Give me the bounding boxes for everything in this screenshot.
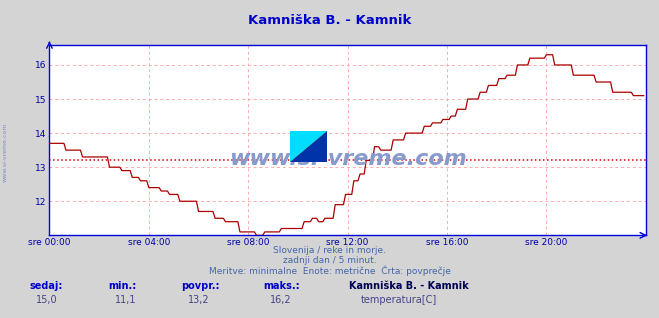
Text: 11,1: 11,1 bbox=[115, 295, 137, 305]
Text: 13,2: 13,2 bbox=[188, 295, 210, 305]
Text: Kamniška B. - Kamnik: Kamniška B. - Kamnik bbox=[248, 14, 411, 27]
Text: temperatura[C]: temperatura[C] bbox=[361, 295, 438, 305]
Text: www.si-vreme.com: www.si-vreme.com bbox=[3, 123, 8, 183]
Text: povpr.:: povpr.: bbox=[181, 281, 219, 291]
Text: Meritve: minimalne  Enote: metrične  Črta: povprečje: Meritve: minimalne Enote: metrične Črta:… bbox=[208, 266, 451, 276]
Text: www.si-vreme.com: www.si-vreme.com bbox=[229, 149, 467, 169]
Text: Slovenija / reke in morje.: Slovenija / reke in morje. bbox=[273, 246, 386, 255]
Polygon shape bbox=[290, 131, 327, 162]
Bar bbox=[290, 131, 327, 162]
Text: sedaj:: sedaj: bbox=[30, 281, 63, 291]
Text: maks.:: maks.: bbox=[264, 281, 301, 291]
Text: min.:: min.: bbox=[109, 281, 137, 291]
Text: Kamniška B. - Kamnik: Kamniška B. - Kamnik bbox=[349, 281, 469, 291]
Text: zadnji dan / 5 minut.: zadnji dan / 5 minut. bbox=[283, 256, 376, 265]
Polygon shape bbox=[290, 131, 327, 162]
Text: 16,2: 16,2 bbox=[270, 295, 292, 305]
Text: 15,0: 15,0 bbox=[36, 295, 58, 305]
